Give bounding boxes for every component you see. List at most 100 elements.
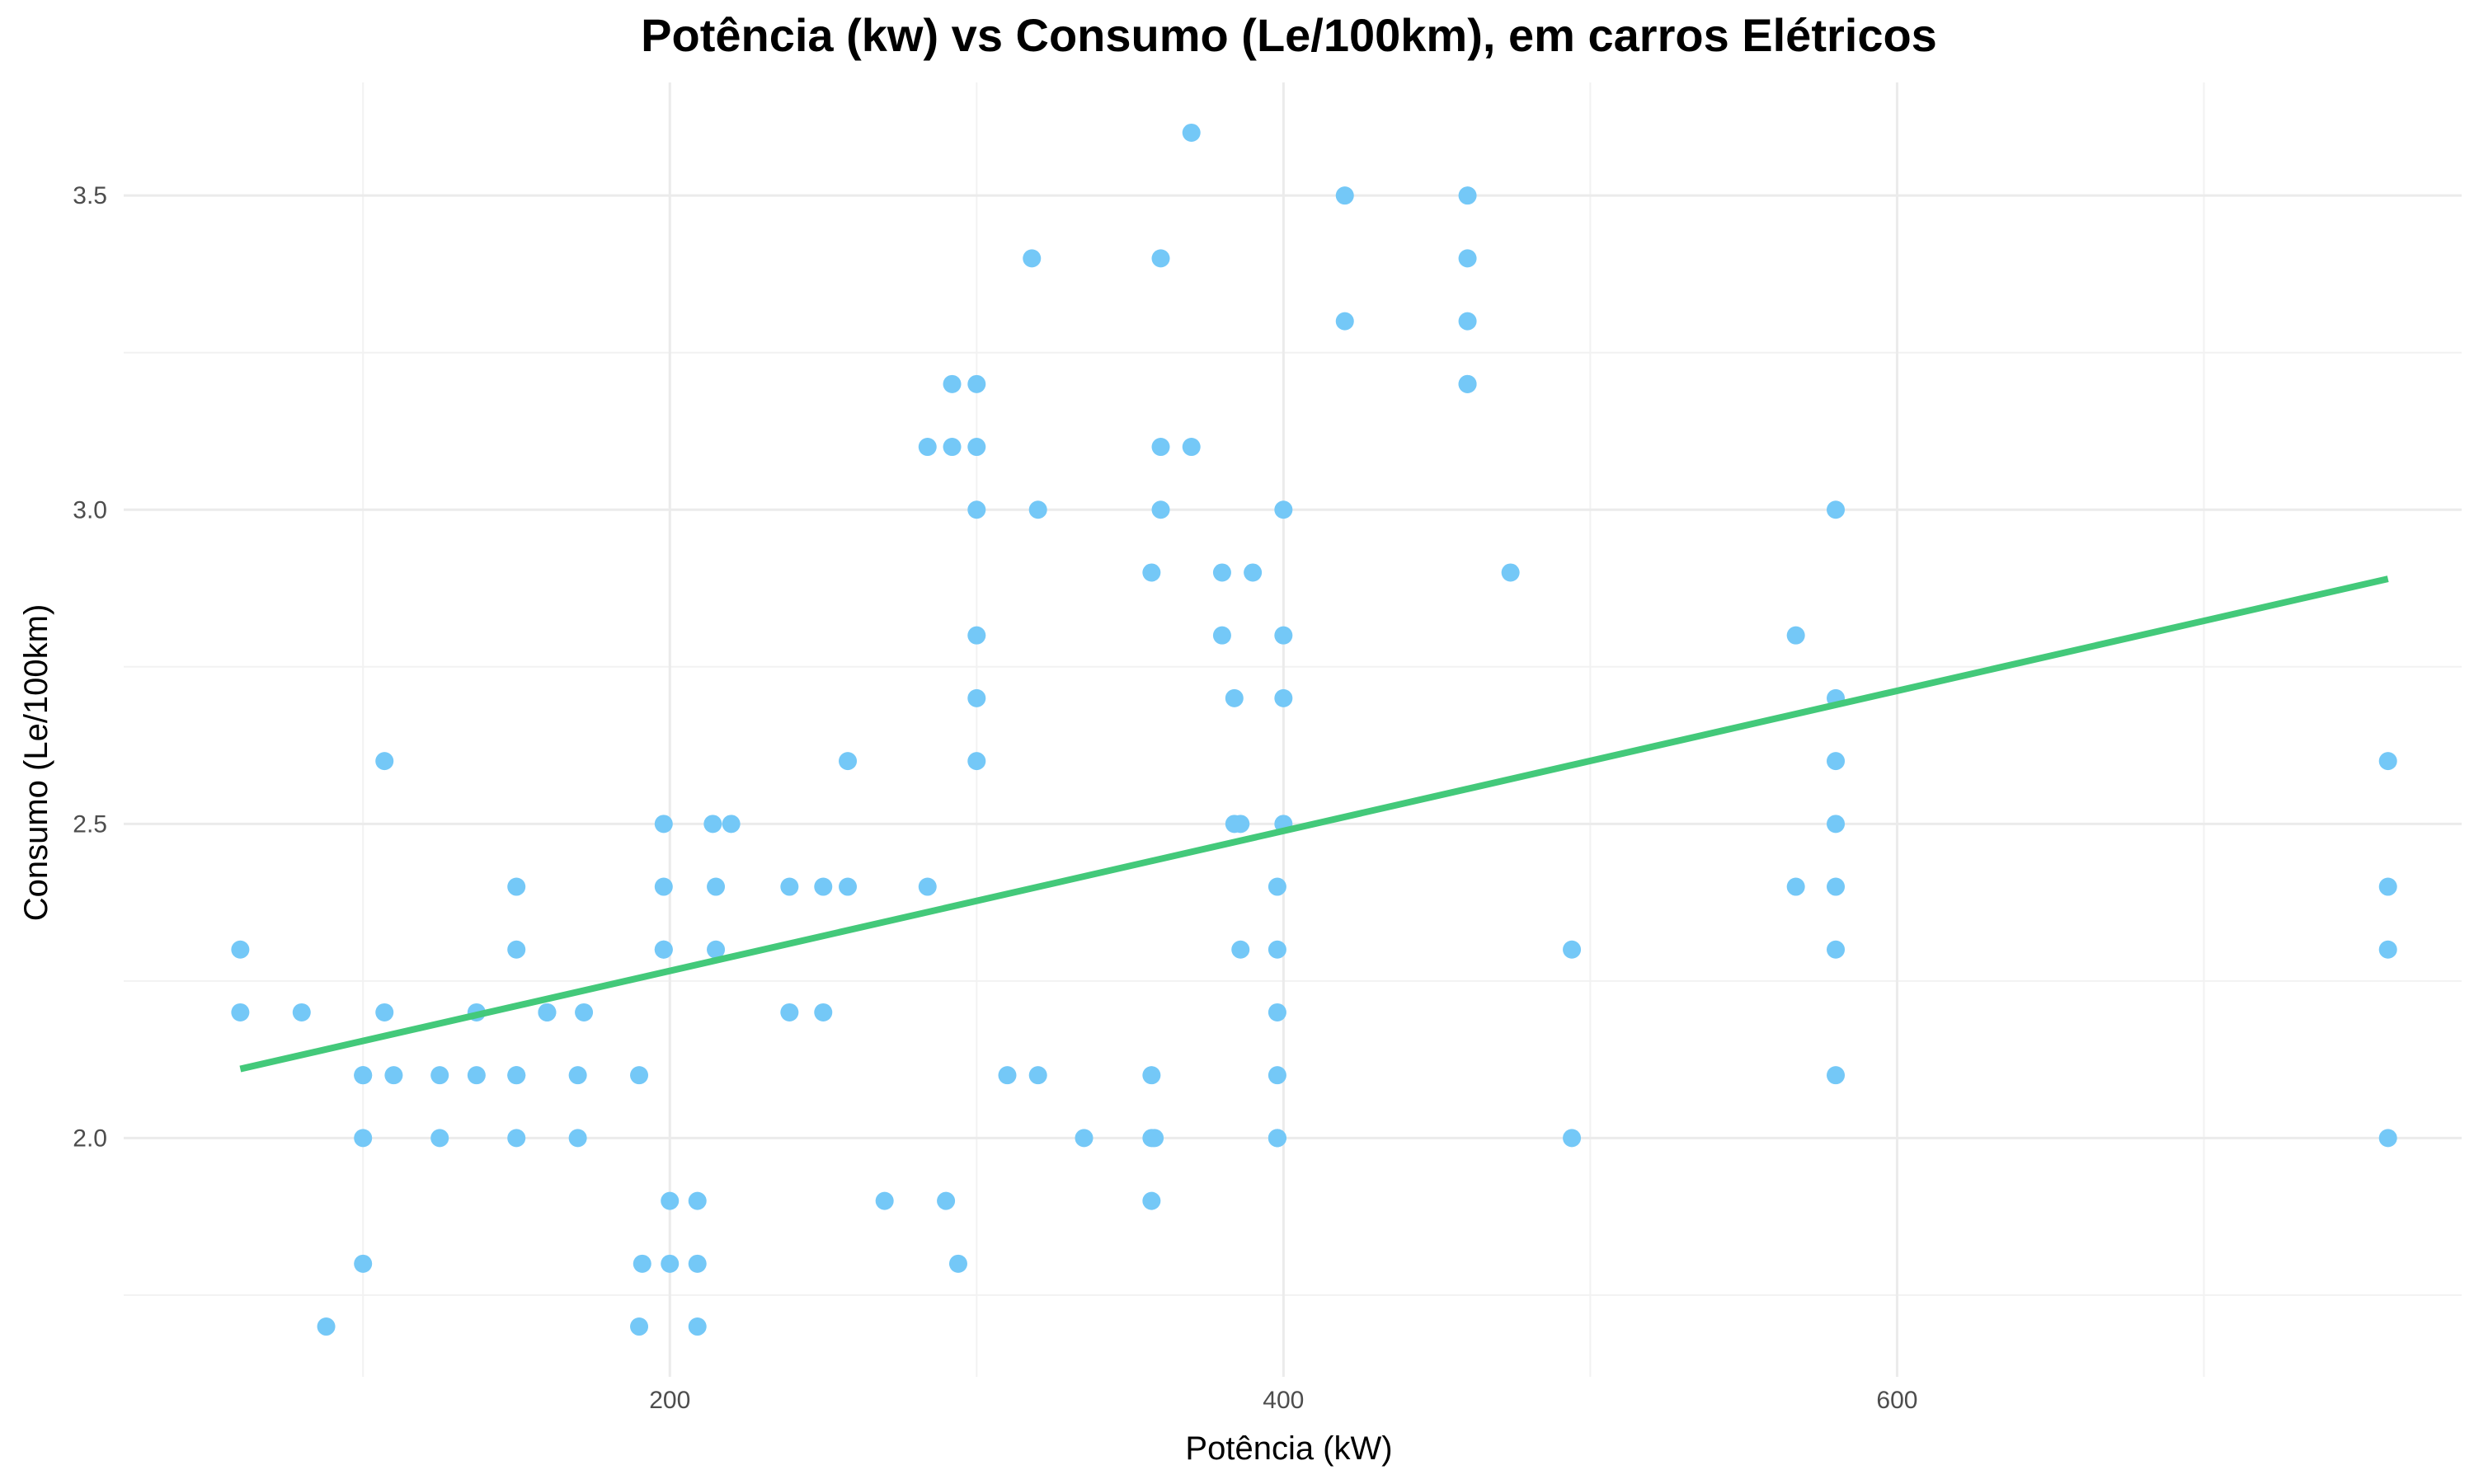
data-point	[998, 1066, 1017, 1085]
data-point	[707, 940, 726, 959]
data-point	[839, 877, 858, 896]
data-point	[354, 1254, 373, 1273]
data-point	[1827, 877, 1846, 896]
data-point	[1827, 752, 1846, 771]
data-point	[1244, 563, 1263, 582]
x-axis-label: Potência (kW)	[1185, 1430, 1392, 1467]
data-point	[1268, 940, 1286, 959]
data-point	[538, 1003, 557, 1021]
data-points	[231, 123, 2397, 1336]
data-point	[1458, 312, 1477, 331]
data-point	[918, 438, 937, 457]
data-point	[2378, 877, 2397, 896]
data-point	[967, 688, 986, 707]
data-point	[1268, 1129, 1286, 1148]
data-point	[1335, 186, 1354, 205]
chart-title: Potência (kw) vs Consumo (Le/100km), em …	[641, 9, 1937, 61]
data-point	[354, 1129, 373, 1148]
data-point	[1335, 312, 1354, 331]
data-point	[354, 1066, 373, 1085]
y-axis-label: Consumo (Le/100km)	[18, 604, 54, 922]
data-point	[1563, 940, 1582, 959]
data-point	[661, 1254, 680, 1273]
data-point	[1786, 877, 1805, 896]
x-tick-label: 400	[1263, 1387, 1304, 1414]
data-point	[630, 1317, 649, 1336]
data-point	[231, 1003, 250, 1021]
data-point	[375, 1003, 394, 1021]
data-point	[943, 438, 962, 457]
data-point	[317, 1317, 336, 1336]
tick-labels: 200 400 600 2.0 2.5 3.0 3.5	[73, 182, 1917, 1414]
data-point	[1458, 186, 1477, 205]
y-tick-label: 3.0	[73, 496, 107, 524]
data-point	[1212, 626, 1231, 645]
data-point	[467, 1066, 486, 1085]
data-point	[943, 374, 962, 393]
data-point	[430, 1129, 449, 1148]
data-point	[1142, 1066, 1161, 1085]
data-point	[568, 1129, 587, 1148]
data-point	[1274, 688, 1293, 707]
data-point	[967, 626, 986, 645]
data-point	[1075, 1129, 1094, 1148]
grid	[124, 82, 2462, 1377]
data-point	[568, 1066, 587, 1085]
data-point	[875, 1191, 894, 1210]
data-point	[780, 1003, 799, 1021]
data-point	[1268, 877, 1286, 896]
data-point	[703, 815, 722, 834]
data-point	[814, 877, 833, 896]
data-point	[948, 1254, 967, 1273]
data-point	[633, 1254, 651, 1273]
data-point	[1268, 1066, 1286, 1085]
data-point	[1151, 249, 1170, 268]
data-point	[430, 1066, 449, 1085]
data-point	[1827, 1066, 1846, 1085]
data-point	[507, 1129, 526, 1148]
data-point	[1212, 563, 1231, 582]
x-tick-label: 200	[649, 1387, 690, 1414]
data-point	[780, 877, 799, 896]
data-point	[688, 1317, 707, 1336]
data-point	[1023, 249, 1042, 268]
data-point	[1268, 1003, 1286, 1021]
data-point	[918, 877, 937, 896]
data-point	[1182, 123, 1201, 142]
data-point	[1151, 500, 1170, 519]
data-point	[1274, 626, 1293, 645]
data-point	[937, 1191, 956, 1210]
data-point	[630, 1066, 649, 1085]
data-point	[1231, 940, 1250, 959]
data-point	[231, 940, 250, 959]
data-point	[722, 815, 741, 834]
data-point	[384, 1066, 403, 1085]
data-point	[839, 752, 858, 771]
data-point	[1827, 500, 1846, 519]
data-point	[1501, 563, 1520, 582]
data-point	[688, 1191, 707, 1210]
data-point	[575, 1003, 594, 1021]
data-point	[1231, 815, 1250, 834]
y-tick-label: 2.5	[73, 810, 107, 838]
data-point	[507, 1066, 526, 1085]
data-point	[654, 877, 673, 896]
data-point	[375, 752, 394, 771]
data-point	[1458, 249, 1477, 268]
trend-line	[239, 575, 2389, 1073]
data-point	[507, 940, 526, 959]
data-point	[2378, 752, 2397, 771]
data-point	[967, 438, 986, 457]
data-point	[1142, 1191, 1161, 1210]
data-point	[967, 500, 986, 519]
data-point	[654, 940, 673, 959]
data-point	[654, 815, 673, 834]
data-point	[661, 1191, 680, 1210]
data-point	[814, 1003, 833, 1021]
y-tick-label: 3.5	[73, 182, 107, 209]
data-point	[688, 1254, 707, 1273]
data-point	[2378, 1129, 2397, 1148]
y-tick-label: 2.0	[73, 1125, 107, 1152]
data-point	[1225, 688, 1244, 707]
data-point	[292, 1003, 311, 1021]
